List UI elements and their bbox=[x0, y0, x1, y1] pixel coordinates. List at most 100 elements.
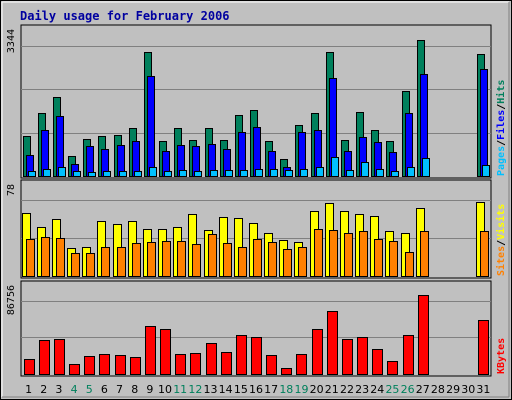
x-tick-label-day-8: 8 bbox=[131, 383, 138, 396]
bar-sites-day-11 bbox=[177, 241, 186, 277]
bar-kbytes-day-25 bbox=[387, 361, 398, 375]
bar-sites-day-2 bbox=[41, 237, 50, 277]
bar-sites-day-3 bbox=[56, 238, 65, 277]
bar-kbytes-day-19 bbox=[296, 354, 307, 375]
bar-kbytes-day-24 bbox=[372, 349, 383, 375]
bar-sites-day-24 bbox=[374, 239, 383, 277]
x-tick-label-day-7: 7 bbox=[116, 383, 123, 396]
bar-pages-day-9 bbox=[149, 167, 157, 177]
bar-pages-day-15 bbox=[240, 170, 248, 177]
bar-pages-day-6 bbox=[103, 171, 111, 177]
bar-pages-day-2 bbox=[43, 169, 51, 177]
x-tick-label-day-25: 25 bbox=[385, 383, 399, 396]
bar-kbytes-day-16 bbox=[251, 337, 262, 375]
bar-sites-day-27 bbox=[420, 231, 429, 277]
x-tick-label-day-20: 20 bbox=[310, 383, 324, 396]
bar-kbytes-day-5 bbox=[84, 356, 95, 375]
x-tick-label-day-24: 24 bbox=[370, 383, 384, 396]
legend-part: / bbox=[496, 240, 507, 246]
bar-sites-day-25 bbox=[389, 241, 398, 277]
bar-sites-day-13 bbox=[208, 234, 217, 277]
bar-sites-day-15 bbox=[238, 247, 247, 277]
bar-pages-day-17 bbox=[270, 169, 278, 177]
bar-pages-day-21 bbox=[331, 157, 339, 177]
bar-kbytes-day-26 bbox=[403, 335, 414, 375]
bar-pages-day-5 bbox=[88, 172, 96, 177]
bar-pages-day-26 bbox=[407, 167, 415, 177]
bar-kbytes-day-23 bbox=[357, 337, 368, 375]
bar-kbytes-day-10 bbox=[160, 329, 171, 375]
bar-pages-day-4 bbox=[73, 171, 81, 177]
bar-kbytes-day-21 bbox=[327, 311, 338, 375]
bar-sites-day-19 bbox=[298, 247, 307, 277]
bar-pages-day-20 bbox=[316, 167, 324, 177]
panel-kbytes: 86756 KBytes bbox=[6, 280, 507, 377]
bar-kbytes-day-20 bbox=[312, 329, 323, 375]
panel-visits-legend-label: Sites/Visits bbox=[495, 204, 507, 276]
x-tick-label-day-26: 26 bbox=[401, 383, 415, 396]
bar-kbytes-day-27 bbox=[418, 295, 429, 375]
x-tick-label-day-18: 18 bbox=[279, 383, 293, 396]
x-tick-label-day-9: 9 bbox=[146, 383, 153, 396]
bar-kbytes-day-9 bbox=[145, 326, 156, 375]
bar-pages-day-12 bbox=[194, 171, 202, 177]
bar-pages-day-27 bbox=[422, 158, 430, 177]
chart-title: Daily usage for February 2006 bbox=[20, 9, 230, 23]
bar-pages-day-3 bbox=[58, 167, 66, 177]
bar-kbytes-day-4 bbox=[69, 364, 80, 375]
bar-sites-day-21 bbox=[329, 230, 338, 277]
bar-sites-day-12 bbox=[192, 244, 201, 277]
x-tick-label-day-12: 12 bbox=[188, 383, 202, 396]
panel-kbytes-ymax-label: 86756 bbox=[6, 285, 17, 315]
bar-files-day-9 bbox=[147, 76, 155, 177]
legend-part: Hits bbox=[495, 80, 507, 104]
x-tick-label-day-1: 1 bbox=[25, 383, 32, 396]
bar-sites-day-6 bbox=[101, 247, 110, 277]
bar-kbytes-day-13 bbox=[206, 343, 217, 375]
bar-pages-day-11 bbox=[179, 170, 187, 177]
x-tick-label-day-27: 27 bbox=[416, 383, 430, 396]
bar-sites-day-4 bbox=[71, 253, 80, 277]
x-tick-label-day-21: 21 bbox=[325, 383, 339, 396]
bar-sites-day-17 bbox=[268, 242, 277, 277]
bar-sites-day-8 bbox=[132, 243, 141, 277]
panel-visits-ymax-label: 78 bbox=[6, 184, 17, 196]
bar-pages-day-10 bbox=[164, 171, 172, 177]
panel-hits-ymax-label: 3344 bbox=[6, 29, 17, 53]
bar-sites-day-9 bbox=[147, 242, 156, 277]
bar-kbytes-day-2 bbox=[39, 340, 50, 375]
x-tick-label-day-10: 10 bbox=[158, 383, 172, 396]
legend-part: / bbox=[496, 104, 507, 110]
legend-part: Visits bbox=[495, 204, 507, 240]
bar-sites-day-16 bbox=[253, 239, 262, 277]
bar-sites-day-23 bbox=[359, 231, 368, 277]
bar-kbytes-day-3 bbox=[54, 339, 65, 375]
bar-kbytes-day-15 bbox=[236, 335, 247, 375]
bar-pages-day-16 bbox=[255, 169, 263, 177]
bar-kbytes-day-6 bbox=[99, 354, 110, 375]
x-tick-label-day-29: 29 bbox=[446, 383, 460, 396]
bar-sites-day-31 bbox=[480, 231, 489, 277]
bar-kbytes-day-22 bbox=[342, 339, 353, 375]
bar-sites-day-14 bbox=[223, 243, 232, 277]
bar-kbytes-day-17 bbox=[266, 355, 277, 375]
x-tick-label-day-6: 6 bbox=[101, 383, 108, 396]
bar-sites-day-26 bbox=[405, 252, 414, 277]
x-tick-label-day-14: 14 bbox=[219, 383, 233, 396]
bar-sites-day-20 bbox=[314, 229, 323, 277]
bar-files-day-15 bbox=[238, 132, 246, 177]
bar-kbytes-day-11 bbox=[175, 354, 186, 375]
bar-kbytes-day-7 bbox=[115, 355, 126, 375]
bar-sites-day-22 bbox=[344, 233, 353, 277]
bar-pages-day-1 bbox=[28, 171, 36, 177]
legend-part: Files bbox=[495, 110, 507, 140]
bar-kbytes-day-8 bbox=[130, 357, 141, 375]
bar-pages-day-24 bbox=[376, 169, 384, 177]
panel-kbytes-legend-label: KBytes bbox=[496, 338, 507, 374]
bar-sites-day-1 bbox=[26, 239, 35, 277]
bar-sites-day-7 bbox=[117, 247, 126, 277]
x-tick-label-day-13: 13 bbox=[204, 383, 218, 396]
x-tick-label-day-16: 16 bbox=[249, 383, 263, 396]
legend-part: Pages bbox=[496, 146, 507, 176]
